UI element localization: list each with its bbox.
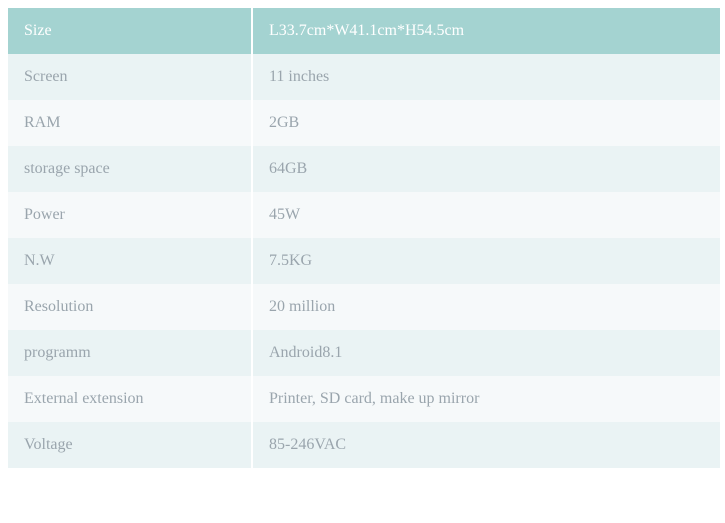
spec-table: Size L33.7cm*W41.1cm*H54.5cm Screen 11 i… <box>8 8 720 468</box>
spec-value: 11 inches <box>252 54 720 100</box>
header-row: Size L33.7cm*W41.1cm*H54.5cm <box>8 8 720 54</box>
spec-value: 45W <box>252 192 720 238</box>
header-value: L33.7cm*W41.1cm*H54.5cm <box>252 8 720 54</box>
spec-label: Resolution <box>8 284 252 330</box>
table-body: Screen 11 inches RAM 2GB storage space 6… <box>8 54 720 468</box>
table-row: Voltage 85-246VAC <box>8 422 720 468</box>
spec-value: 2GB <box>252 100 720 146</box>
spec-value: 20 million <box>252 284 720 330</box>
table-row: programm Android8.1 <box>8 330 720 376</box>
spec-value: 7.5KG <box>252 238 720 284</box>
spec-value: 64GB <box>252 146 720 192</box>
table-row: Screen 11 inches <box>8 54 720 100</box>
table-row: Power 45W <box>8 192 720 238</box>
table-row: N.W 7.5KG <box>8 238 720 284</box>
spec-label: Voltage <box>8 422 252 468</box>
table-row: RAM 2GB <box>8 100 720 146</box>
spec-label: programm <box>8 330 252 376</box>
table-row: storage space 64GB <box>8 146 720 192</box>
spec-label: External extension <box>8 376 252 422</box>
spec-label: Power <box>8 192 252 238</box>
spec-value: Printer, SD card, make up mirror <box>252 376 720 422</box>
spec-label: N.W <box>8 238 252 284</box>
spec-label: RAM <box>8 100 252 146</box>
spec-value: Android8.1 <box>252 330 720 376</box>
table-row: Resolution 20 million <box>8 284 720 330</box>
spec-label: Screen <box>8 54 252 100</box>
header-label: Size <box>8 8 252 54</box>
table-header: Size L33.7cm*W41.1cm*H54.5cm <box>8 8 720 54</box>
table-row: External extension Printer, SD card, mak… <box>8 376 720 422</box>
spec-value: 85-246VAC <box>252 422 720 468</box>
spec-label: storage space <box>8 146 252 192</box>
